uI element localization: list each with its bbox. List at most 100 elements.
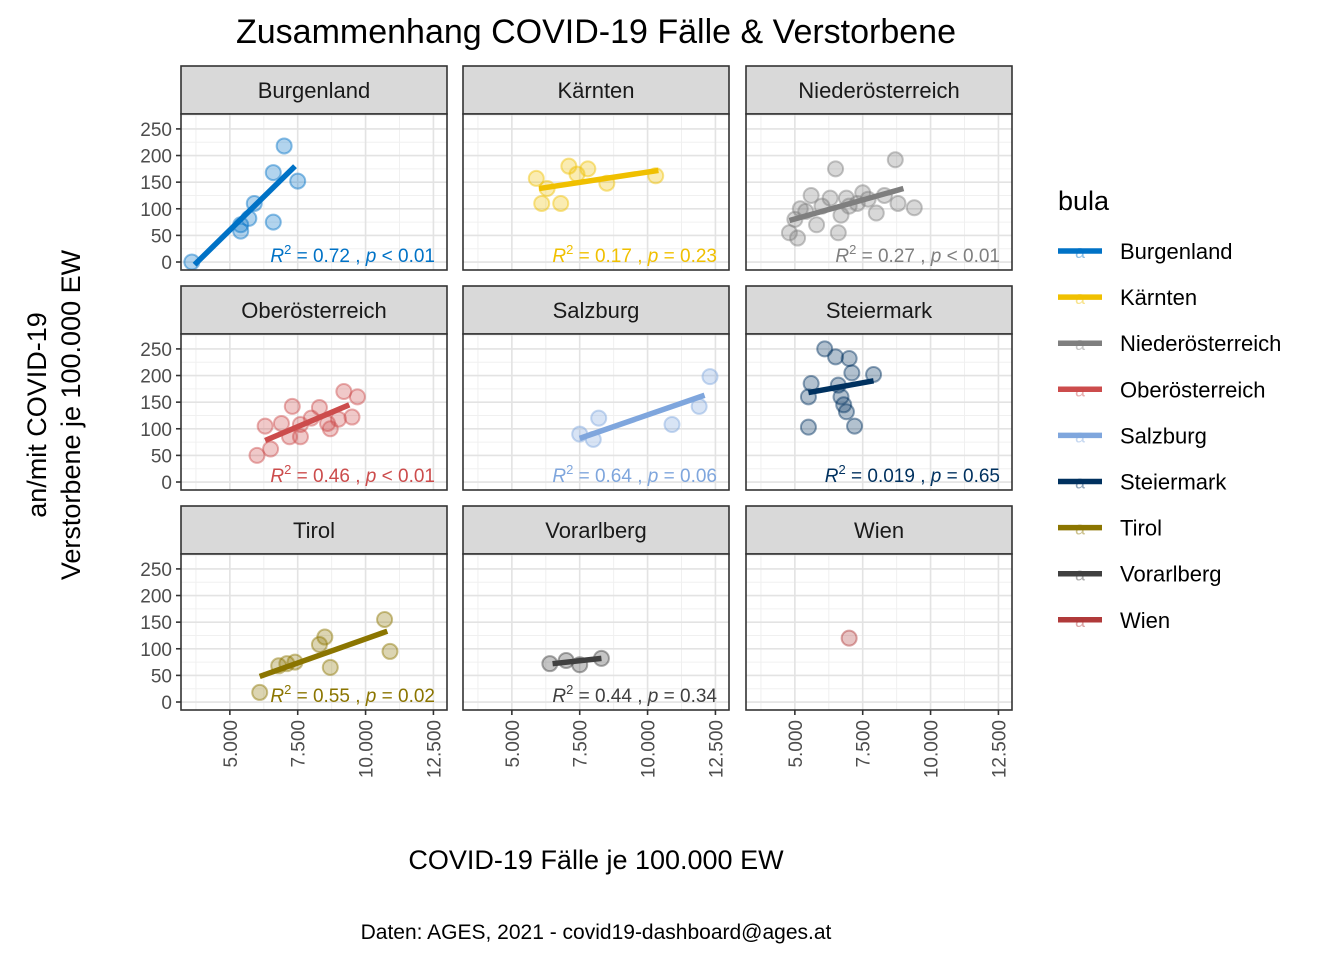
data-point: [846, 417, 864, 435]
facet-kaernten: Kärnten R2 = 0.17 , p = 0.23: [462, 65, 730, 271]
data-point: [840, 629, 858, 647]
legend-label: Steiermark: [1120, 470, 1227, 495]
data-point: [316, 628, 334, 646]
data-point: [560, 157, 578, 175]
x-tick-label: 7.500: [289, 720, 310, 768]
data-point: [837, 403, 855, 421]
facet-tirol-border: [180, 553, 448, 711]
data-point: [283, 397, 301, 415]
y-tick-label: 0: [161, 253, 172, 274]
y-tick-label: 150: [140, 613, 172, 634]
data-point: [780, 224, 798, 242]
data-point: [262, 440, 280, 458]
y-tick-label: 200: [140, 587, 172, 608]
legend-title: bula: [1058, 186, 1110, 216]
facet-burgenland-plot-area: [181, 114, 447, 270]
facet-panels: Burgenland R2 = 0.72 , p < 0.01 0 50 100 150 2…: [140, 65, 1013, 778]
facet-steiermark-border: [745, 333, 1013, 491]
facet-niederoesterreich-plot-area: [746, 114, 1012, 270]
facet-steiermark-regression-line: [807, 378, 875, 396]
facet-oberoesterreich-stat-label: R2 = 0.46 , p < 0.01: [270, 462, 435, 487]
data-point: [343, 408, 361, 426]
data-point: [321, 658, 339, 676]
legend-item-burgenland: a Burgenland: [1058, 239, 1233, 264]
facet-vorarlberg-plot-area: [463, 554, 729, 710]
legend-key-glyph: a: [1075, 288, 1086, 308]
legend: bula a Burgenland a Kärnten a Niederösterreic…: [1058, 186, 1281, 633]
facet-wien-grid: [746, 554, 1012, 710]
facet-burgenland: Burgenland R2 = 0.72 , p < 0.01 0 50 100 150 2…: [140, 65, 448, 274]
data-point: [808, 216, 826, 234]
data-point: [275, 137, 293, 155]
facet-oberoesterreich-border: [180, 333, 448, 491]
y-axis-title-line-2: Verstorbene je 100.000 EW: [56, 249, 86, 580]
y-tick-label: 250: [140, 120, 172, 141]
y-tick-label: 250: [140, 560, 172, 581]
facet-niederoesterreich-stat-label: R2 = 0.27 , p < 0.01: [835, 242, 1000, 267]
facet-burgenland-grid: [181, 114, 447, 270]
facet-kaernten-strip-label: Kärnten: [557, 78, 634, 103]
data-point: [827, 348, 845, 366]
facet-vorarlberg: Vorarlberg R2 = 0.44 , p = 0.34 5.000 7.500…: [462, 505, 730, 778]
legend-label: Tirol: [1120, 516, 1162, 541]
x-tick-label: 5.000: [221, 720, 242, 768]
data-point: [248, 446, 266, 464]
x-tick-label: 5.000: [786, 720, 807, 768]
facet-burgenland-border: [180, 113, 448, 271]
y-tick-label: 0: [161, 693, 172, 714]
y-axis-title: an/mit COVID-19 Verstorbene je 100.000 E…: [22, 249, 86, 580]
x-tick-label: 12.500: [706, 720, 727, 778]
facet-tirol-strip-label: Tirol: [293, 518, 335, 543]
legend-key-glyph: a: [1075, 611, 1086, 631]
facet-steiermark-strip: [745, 285, 1013, 335]
y-axis-title-line-1: an/mit COVID-19: [22, 312, 52, 518]
data-point: [527, 169, 545, 187]
legend-item-tirol: a Tirol: [1058, 516, 1162, 541]
facet-burgenland-stat-label: R2 = 0.72 , p < 0.01: [270, 242, 435, 267]
facet-steiermark-points: [799, 340, 883, 436]
legend-item-steiermark: a Steiermark: [1058, 470, 1227, 495]
facet-tirol-grid: [181, 554, 447, 710]
data-point: [348, 388, 366, 406]
y-tick-label: 200: [140, 147, 172, 168]
legend-key-glyph: a: [1075, 565, 1086, 585]
data-point: [590, 409, 608, 427]
x-tick-label: 5.000: [503, 720, 524, 768]
y-tick-label: 50: [151, 666, 172, 687]
facet-oberoesterreich-plot-area: [181, 334, 447, 490]
facet-tirol-regression-line: [258, 628, 389, 680]
data-point: [802, 186, 820, 204]
legend-item-oberoesterreich: a Oberösterreich: [1058, 377, 1266, 402]
facet-burgenland-strip: [180, 65, 448, 115]
facet-wien-strip-label: Wien: [854, 518, 904, 543]
legend-label: Niederösterreich: [1120, 331, 1281, 356]
facet-steiermark-plot-area: [746, 334, 1012, 490]
facet-niederoesterreich-strip-label: Niederösterreich: [798, 78, 959, 103]
facet-salzburg-strip: [462, 285, 730, 335]
data-point: [840, 349, 858, 367]
facet-salzburg-grid: [463, 334, 729, 490]
facet-oberoesterreich-strip: [180, 285, 448, 335]
y-tick-label: 100: [140, 420, 172, 441]
facet-vorarlberg-strip-label: Vorarlberg: [545, 518, 647, 543]
facet-salzburg-regression-line: [578, 392, 706, 441]
y-tick-label: 100: [140, 640, 172, 661]
facet-kaernten-stat-label: R2 = 0.17 , p = 0.23: [552, 242, 717, 267]
data-point: [533, 194, 551, 212]
x-tick-label: 12.500: [424, 720, 445, 778]
facet-steiermark: Steiermark R2 = 0.019 , p = 0.65: [745, 285, 1013, 491]
legend-item-wien: a Wien: [1058, 608, 1170, 633]
facet-salzburg-strip-label: Salzburg: [553, 298, 640, 323]
x-tick-label: 12.500: [989, 720, 1010, 778]
data-point: [376, 610, 394, 628]
facet-vorarlberg-regression-line: [552, 655, 602, 667]
facet-salzburg-points: [571, 368, 719, 448]
facet-niederoesterreich: Niederösterreich R2 = 0.27 , p < 0.01: [745, 65, 1013, 271]
facet-burgenland-strip-label: Burgenland: [258, 78, 371, 103]
legend-label: Vorarlberg: [1120, 562, 1222, 587]
facet-vorarlberg-stat-label: R2 = 0.44 , p = 0.34: [552, 682, 717, 707]
x-tick-label: 7.500: [571, 720, 592, 768]
data-point: [552, 194, 570, 212]
legend-key-glyph: a: [1075, 426, 1086, 446]
facet-steiermark-strip-label: Steiermark: [826, 298, 933, 323]
